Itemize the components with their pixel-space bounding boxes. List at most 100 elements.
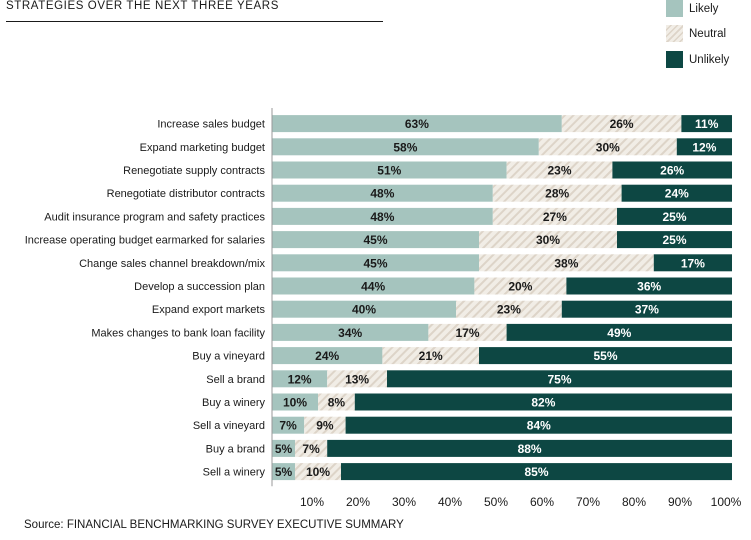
bar-neutral bbox=[318, 393, 355, 411]
bar-likely bbox=[272, 231, 479, 249]
legend-item-likely: Likely bbox=[666, 0, 751, 20]
data-label-unlikely: 12% bbox=[692, 140, 716, 154]
bar-likely bbox=[272, 207, 493, 225]
data-label-unlikely: 88% bbox=[518, 442, 542, 456]
data-label-unlikely: 24% bbox=[665, 187, 689, 201]
bar-unlikely bbox=[345, 416, 732, 434]
bar-unlikely bbox=[506, 323, 732, 341]
data-label-likely: 48% bbox=[370, 210, 394, 224]
bar-neutral bbox=[479, 254, 654, 272]
bar-likely bbox=[272, 161, 507, 179]
x-tick-label: 40% bbox=[438, 495, 462, 509]
bar-likely bbox=[272, 416, 305, 434]
data-label-neutral: 38% bbox=[554, 256, 578, 270]
data-label-unlikely: 37% bbox=[635, 303, 659, 317]
category-label: Renegotiate distributor contracts bbox=[107, 188, 266, 200]
bar-neutral bbox=[492, 207, 617, 225]
x-tick-label: 20% bbox=[346, 495, 370, 509]
data-label-unlikely: 55% bbox=[593, 349, 617, 363]
bar-unlikely bbox=[479, 347, 732, 365]
chart-title: STRATEGIES OVER THE NEXT THREE YEARS bbox=[6, 0, 279, 12]
data-label-unlikely: 75% bbox=[547, 372, 571, 386]
data-label-likely: 45% bbox=[363, 233, 387, 247]
legend-swatch-neutral bbox=[666, 25, 683, 42]
data-label-likely: 5% bbox=[275, 442, 293, 456]
bar-neutral bbox=[327, 370, 387, 388]
legend-item-neutral: Neutral bbox=[666, 25, 751, 45]
data-label-neutral: 30% bbox=[596, 140, 620, 154]
bar-unlikely bbox=[354, 393, 732, 411]
data-label-unlikely: 17% bbox=[681, 256, 705, 270]
bar-unlikely bbox=[341, 463, 732, 481]
bar-unlikely bbox=[653, 254, 732, 272]
data-label-unlikely: 82% bbox=[531, 396, 555, 410]
bar-unlikely bbox=[681, 115, 732, 133]
data-label-neutral: 23% bbox=[547, 164, 571, 178]
stacked-bar-chart: Increase sales budget 63% 26% 11% Expand mar… bbox=[25, 108, 742, 509]
x-tick-label: 100% bbox=[711, 495, 742, 509]
category-label: Buy a brand bbox=[206, 443, 265, 455]
category-label: Buy a winery bbox=[202, 397, 265, 409]
x-tick-label: 50% bbox=[484, 495, 508, 509]
x-tick-label: 10% bbox=[300, 495, 324, 509]
bar-likely bbox=[272, 347, 383, 365]
data-label-neutral: 7% bbox=[302, 442, 320, 456]
data-label-neutral: 26% bbox=[610, 117, 634, 131]
category-label: Sell a vineyard bbox=[193, 420, 265, 432]
data-label-neutral: 9% bbox=[316, 419, 334, 433]
data-label-neutral: 13% bbox=[345, 372, 369, 386]
data-label-neutral: 20% bbox=[508, 280, 532, 294]
data-label-likely: 51% bbox=[377, 164, 401, 178]
x-axis: 10% 20% 30% 40% 50% 60% 70% 80% 90% 100% bbox=[271, 108, 742, 509]
data-label-neutral: 28% bbox=[545, 187, 569, 201]
data-label-likely: 63% bbox=[405, 117, 429, 131]
data-label-neutral: 8% bbox=[328, 396, 346, 410]
data-label-likely: 45% bbox=[363, 256, 387, 270]
bar-neutral bbox=[456, 300, 562, 318]
bar-likely bbox=[272, 439, 295, 457]
data-label-unlikely: 49% bbox=[607, 326, 631, 340]
bar-unlikely bbox=[617, 231, 732, 249]
data-label-neutral: 27% bbox=[543, 210, 567, 224]
bars-group: Increase sales budget 63% 26% 11% Expand mar… bbox=[25, 115, 732, 481]
bar-neutral bbox=[295, 439, 328, 457]
bar-unlikely bbox=[387, 370, 732, 388]
category-label: Expand marketing budget bbox=[140, 142, 265, 154]
source-note: Source: FINANCIAL BENCHMARKING SURVEY EX… bbox=[24, 519, 404, 531]
data-label-unlikely: 36% bbox=[637, 280, 661, 294]
bar-likely bbox=[272, 254, 479, 272]
bar-likely bbox=[272, 277, 475, 295]
legend-label-neutral: Neutral bbox=[689, 28, 727, 40]
data-label-likely: 12% bbox=[288, 372, 312, 386]
bar-likely bbox=[272, 138, 539, 156]
data-label-likely: 5% bbox=[275, 465, 293, 479]
bar-neutral bbox=[561, 115, 682, 133]
bar-unlikely bbox=[621, 184, 732, 202]
data-label-unlikely: 11% bbox=[695, 117, 719, 131]
bar-neutral bbox=[304, 416, 346, 434]
bar-neutral bbox=[479, 231, 617, 249]
legend-swatch-likely bbox=[666, 0, 683, 17]
x-tick-label: 90% bbox=[668, 495, 692, 509]
bar-neutral bbox=[382, 347, 479, 365]
bar-unlikely bbox=[612, 161, 732, 179]
bar-unlikely bbox=[327, 439, 732, 457]
title-underline bbox=[6, 21, 383, 22]
data-label-unlikely: 84% bbox=[527, 419, 551, 433]
x-tick-label: 80% bbox=[622, 495, 646, 509]
bar-unlikely bbox=[617, 207, 732, 225]
legend-item-unlikely: Unlikely bbox=[666, 51, 751, 71]
category-label: Sell a winery bbox=[203, 467, 266, 479]
bar-likely bbox=[272, 323, 429, 341]
data-label-neutral: 17% bbox=[455, 326, 479, 340]
bar-likely bbox=[272, 300, 456, 318]
bar-unlikely bbox=[676, 138, 732, 156]
bar-neutral bbox=[492, 184, 622, 202]
category-label: Expand export markets bbox=[152, 304, 266, 316]
data-label-likely: 58% bbox=[393, 140, 417, 154]
bar-likely bbox=[272, 184, 493, 202]
data-label-unlikely: 25% bbox=[662, 233, 686, 247]
category-label: Renegotiate supply contracts bbox=[123, 165, 265, 177]
category-label: Increase sales budget bbox=[157, 119, 265, 131]
bar-likely bbox=[272, 115, 562, 133]
